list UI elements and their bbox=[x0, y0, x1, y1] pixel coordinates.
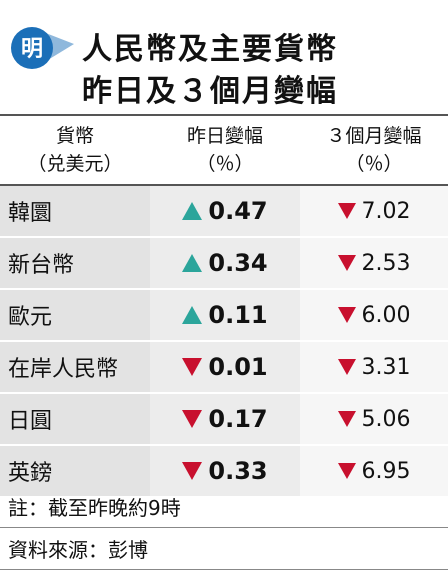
logo-text: 明 bbox=[21, 37, 43, 62]
three-month-change: 2.53 bbox=[361, 250, 411, 276]
title-area: 明 人民幣及主要貨幣 昨日及３個月變幅 bbox=[0, 0, 448, 112]
day-change: 0.17 bbox=[208, 405, 268, 433]
source: 資料來源：彭博 bbox=[8, 538, 148, 562]
arrow-shape bbox=[182, 202, 203, 220]
three-month-cell: 7.02 bbox=[300, 186, 448, 236]
direction-arrow bbox=[337, 255, 356, 271]
arrow-shape bbox=[182, 462, 203, 480]
table: 貨幣 （兑美元） 昨日變幅 （％） ３個月變幅 （％） 韓圜 0.47 7.02 新台幣 0.… bbox=[0, 114, 448, 498]
direction-arrow bbox=[182, 410, 203, 428]
day-change-cell: 0.01 bbox=[150, 342, 300, 392]
direction-arrow bbox=[337, 411, 356, 427]
direction-arrow bbox=[337, 307, 356, 323]
three-month-change: 6.00 bbox=[361, 302, 411, 328]
table-row: 在岸人民幣 0.01 3.31 bbox=[0, 342, 448, 394]
three-month-change: 5.06 bbox=[361, 406, 411, 432]
currency-cell: 韓圜 bbox=[0, 186, 150, 236]
three-month-cell: 5.06 bbox=[300, 394, 448, 444]
logo: 明 bbox=[11, 27, 74, 69]
direction-arrow bbox=[182, 202, 203, 220]
currency-cell: 英鎊 bbox=[0, 446, 150, 496]
direction-arrow bbox=[337, 359, 356, 375]
table-row: 新台幣 0.34 2.53 bbox=[0, 238, 448, 290]
three-month-change: 3.31 bbox=[361, 354, 411, 380]
day-change: 0.01 bbox=[208, 353, 268, 381]
table-body: 韓圜 0.47 7.02 新台幣 0.34 2.53 歐元 0.11 6.00 在岸人民幣 0.01… bbox=[0, 186, 448, 498]
header-text: 昨日變幅 bbox=[186, 125, 263, 147]
separator bbox=[0, 527, 448, 528]
separator bbox=[0, 569, 448, 570]
logo-circle bbox=[11, 27, 53, 69]
table-row: 韓圜 0.47 7.02 bbox=[0, 186, 448, 238]
day-change-cell: 0.33 bbox=[150, 446, 300, 496]
direction-arrow bbox=[182, 306, 203, 324]
direction-arrow bbox=[337, 203, 356, 219]
three-month-cell: 6.95 bbox=[300, 446, 448, 496]
title-line: 昨日及３個月變幅 bbox=[82, 74, 338, 109]
arrow-shape bbox=[337, 359, 356, 375]
currency-cell: 歐元 bbox=[0, 290, 150, 340]
day-change-cell: 0.47 bbox=[150, 186, 300, 236]
note: 註：截至昨晚約9時 bbox=[8, 496, 181, 520]
header-text: ３個月變幅 bbox=[326, 125, 422, 147]
currency-cell: 日圓 bbox=[0, 394, 150, 444]
table-row: 英鎊 0.33 6.95 bbox=[0, 446, 448, 498]
three-month-cell: 6.00 bbox=[300, 290, 448, 340]
arrow-shape bbox=[337, 255, 356, 271]
header-row: 貨幣 （兑美元） 昨日變幅 （％） ３個月變幅 （％） bbox=[0, 116, 448, 186]
header-text: 貨幣 bbox=[55, 125, 94, 147]
arrow-shape bbox=[337, 463, 356, 479]
direction-arrow bbox=[182, 254, 203, 272]
direction-arrow bbox=[182, 358, 203, 376]
arrow-shape bbox=[182, 410, 203, 428]
header-cell: ３個月變幅 （％） bbox=[300, 116, 448, 184]
arrow-shape bbox=[182, 254, 203, 272]
day-change: 0.47 bbox=[208, 197, 268, 225]
currency-cell: 在岸人民幣 bbox=[0, 342, 150, 392]
day-change-cell: 0.11 bbox=[150, 290, 300, 340]
header-cell: 貨幣 （兑美元） bbox=[0, 116, 150, 184]
three-month-cell: 3.31 bbox=[300, 342, 448, 392]
direction-arrow bbox=[182, 462, 203, 480]
day-change: 0.11 bbox=[208, 301, 268, 329]
header-text: （％） bbox=[345, 153, 403, 175]
table-row: 歐元 0.11 6.00 bbox=[0, 290, 448, 342]
three-month-change: 7.02 bbox=[361, 198, 411, 224]
arrow-shape bbox=[337, 203, 356, 219]
arrow-shape bbox=[182, 306, 203, 324]
header-cell: 昨日變幅 （％） bbox=[150, 116, 300, 184]
currency-cell: 新台幣 bbox=[0, 238, 150, 288]
arrow-shape bbox=[337, 411, 356, 427]
day-change: 0.33 bbox=[208, 457, 268, 485]
day-change: 0.34 bbox=[208, 249, 268, 277]
direction-arrow bbox=[337, 463, 356, 479]
three-month-cell: 2.53 bbox=[300, 238, 448, 288]
day-change-cell: 0.34 bbox=[150, 238, 300, 288]
title-line: 人民幣及主要貨幣 bbox=[82, 32, 338, 67]
header-text: （％） bbox=[196, 153, 254, 175]
arrow-shape bbox=[337, 307, 356, 323]
arrow-shape bbox=[182, 358, 203, 376]
table-row: 日圓 0.17 5.06 bbox=[0, 394, 448, 446]
header-text: （兑美元） bbox=[27, 153, 123, 175]
three-month-change: 6.95 bbox=[361, 458, 411, 484]
day-change-cell: 0.17 bbox=[150, 394, 300, 444]
